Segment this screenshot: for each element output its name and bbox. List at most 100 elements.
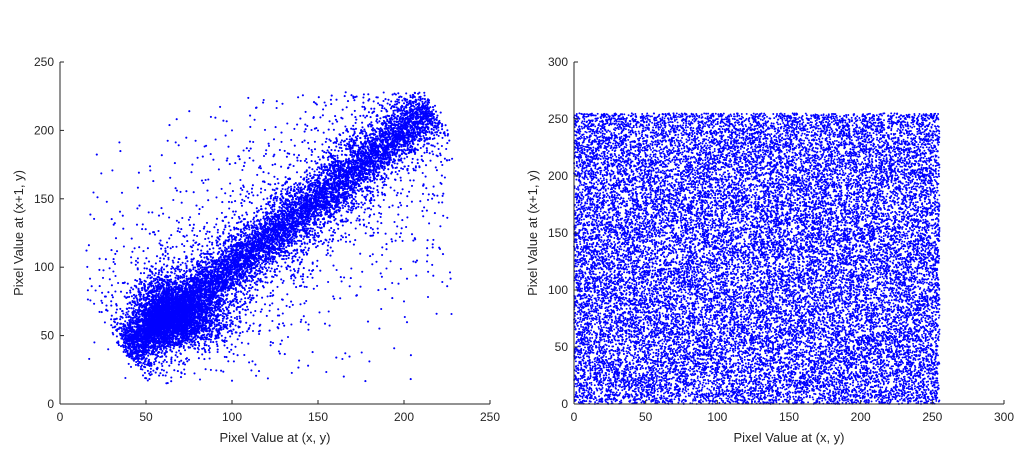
scatter-point [319,209,321,211]
scatter-point [414,92,416,94]
scatter-point [388,162,390,164]
scatter-point [212,286,214,288]
scatter-point [370,125,372,127]
scatter-point [423,92,425,94]
scatter-point [367,146,369,148]
scatter-point [409,94,411,96]
scatter-point [216,259,218,261]
scatter-point [269,270,271,272]
scatter-point [276,198,278,200]
scatter-point [254,289,256,291]
scatter-point [373,108,375,110]
scatter-point [279,270,281,272]
scatter-point [355,227,357,229]
scatter-point [434,145,436,147]
scatter-point [361,122,363,124]
scatter-point [422,98,424,100]
scatter-point [283,280,285,282]
scatter-point [283,246,285,248]
scatter-point [192,250,194,252]
scatter-point [227,236,229,238]
scatter-point [110,300,112,302]
scatter-point [126,292,128,294]
scatter-point [341,154,343,156]
scatter-point [125,297,127,299]
scatter-point [186,360,188,362]
scatter-point [208,261,210,263]
scatter-point [321,150,323,152]
scatter-point [209,351,211,353]
scatter-point [197,157,199,159]
scatter-point [378,120,380,122]
scatter-point [357,206,359,208]
scatter-point [320,211,322,213]
scatter-point [135,309,137,311]
scatter-point [270,292,272,294]
scatter-point [349,135,351,137]
scatter-point [245,195,247,197]
scatter-point [327,149,329,151]
scatter-point [379,117,381,119]
scatter-point [276,200,278,202]
scatter-point [329,169,331,171]
scatter-point [88,358,90,360]
scatter-point [170,362,172,364]
scatter-point [362,153,364,155]
scatter-point [298,154,300,156]
scatter-point [174,270,176,272]
scatter-point [257,263,259,265]
scatter-point [385,174,387,176]
scatter-point [426,151,428,153]
scatter-point [394,167,396,169]
scatter-point [226,298,228,300]
scatter-point [240,290,242,292]
scatter-point [323,151,325,153]
scatter-point [364,208,366,210]
scatter-point [148,261,150,263]
scatter-point [249,294,251,296]
scatter-point [294,186,296,188]
scatter-point [403,152,405,154]
scatter-point [375,120,377,122]
scatter-point [273,208,275,210]
scatter-point [274,196,276,198]
scatter-point [319,223,321,225]
scatter-point [364,202,366,204]
scatter-point [330,103,332,105]
scatter-point [153,363,155,365]
scatter-point [340,144,342,146]
scatter-point [327,245,329,247]
scatter-point [201,266,203,268]
scatter-point [200,250,202,252]
scatter-point [265,153,267,155]
scatter-point [355,187,357,189]
scatter-point [217,261,219,263]
scatter-point [382,100,384,102]
scatter-point [231,380,233,382]
scatter-point [317,232,319,234]
scatter-point [325,105,327,107]
scatter-point [205,253,207,255]
scatter-point [346,106,348,108]
scatter-point [239,301,241,303]
scatter-point [245,212,247,214]
scatter-point [126,312,128,314]
scatter-point [402,188,404,190]
scatter-point [178,221,180,223]
scatter-point [304,246,306,248]
scatter-point [256,280,258,282]
scatter-point [401,99,403,101]
scatter-point [192,244,194,246]
scatter-point [376,185,378,187]
scatter-point [353,244,355,246]
scatter-point [127,303,129,305]
scatter-point [248,235,250,237]
scatter-point [330,179,332,181]
scatter-point [256,207,258,209]
scatter-point [135,364,137,366]
scatter-point [170,376,172,378]
scatter-point [377,191,379,193]
scatter-point [411,161,413,163]
scatter-point [144,372,146,374]
